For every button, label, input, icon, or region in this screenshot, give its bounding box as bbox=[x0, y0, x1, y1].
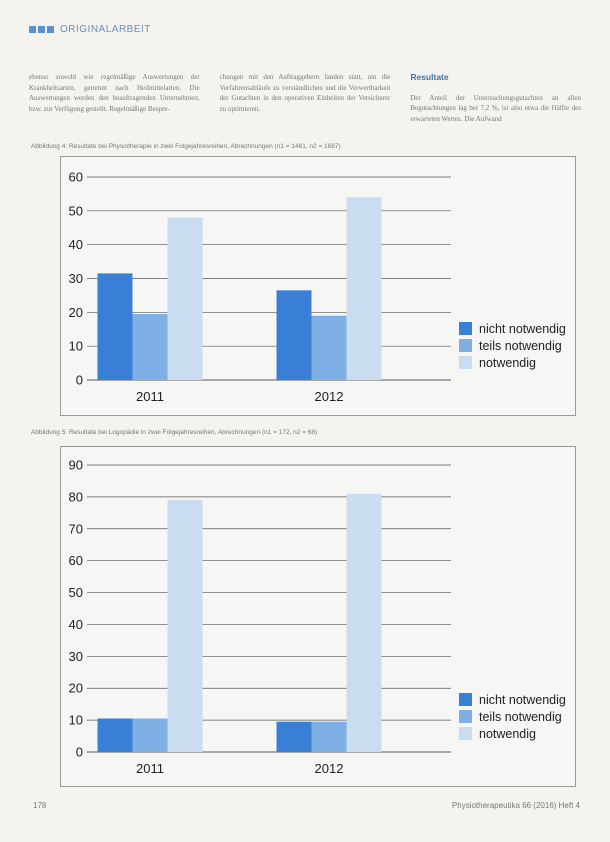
legend: nicht notwendig teils notwendig notwendig bbox=[459, 693, 566, 741]
bar-nicht-notwendig-2011 bbox=[97, 273, 133, 380]
legend-swatch bbox=[459, 727, 472, 740]
figure-5-caption: Abbildung 5: Resultate bei Logopädie in … bbox=[31, 429, 318, 436]
bar-notwendig-2011 bbox=[167, 217, 203, 380]
y-tick-label: 20 bbox=[69, 305, 83, 320]
text-column-3-body: Der Anteil der Untersuchungsgutachten an… bbox=[410, 93, 582, 123]
section-label: ORIGINALARBEIT bbox=[60, 23, 151, 35]
bar-nicht-notwendig-2012 bbox=[276, 290, 312, 380]
gridlines: 0 10 20 30 40 50 60 70 80 90 bbox=[69, 458, 451, 760]
results-heading: Resultate bbox=[410, 72, 449, 82]
y-tick-label: 30 bbox=[69, 271, 83, 286]
x-category-label: 2011 bbox=[136, 389, 164, 404]
figure-5-svg: 0 10 20 30 40 50 60 70 80 90 2011 2012 nicht notwend… bbox=[69, 458, 566, 777]
legend-label: nicht notwendig bbox=[479, 693, 566, 707]
y-tick-label: 10 bbox=[69, 339, 83, 354]
y-tick-label: 0 bbox=[76, 373, 83, 388]
bars: 2011 2012 bbox=[97, 493, 382, 776]
bar-notwendig-2012 bbox=[346, 493, 382, 752]
text-column-1-body: ebenso sowohl wie regelmäßige Auswertung… bbox=[29, 73, 200, 113]
gridlines: 0 10 20 30 40 50 60 bbox=[69, 170, 451, 388]
bar-teils-notwendig-2012 bbox=[311, 315, 347, 380]
y-tick-label: 90 bbox=[69, 458, 83, 473]
x-category-label: 2012 bbox=[315, 761, 344, 776]
bars: 2011 2012 bbox=[97, 197, 382, 404]
bar-notwendig-2012 bbox=[346, 197, 382, 380]
y-tick-label: 40 bbox=[69, 237, 83, 252]
legend-label: teils notwendig bbox=[479, 339, 562, 353]
text-column-1: ebenso sowohl wie regelmäßige Auswertung… bbox=[29, 72, 200, 132]
page-header: ORIGINALARBEIT bbox=[29, 22, 151, 36]
page-number: 178 bbox=[33, 801, 47, 810]
figure-5-chart: 0 10 20 30 40 50 60 70 80 90 2011 2012 nicht notwend… bbox=[60, 446, 576, 787]
figure-4-svg: 0 10 20 30 40 50 60 2011 2012 nicht notwendig teil… bbox=[69, 170, 566, 405]
text-column-3: Resultate Der Anteil der Untersuchungsgu… bbox=[410, 72, 581, 132]
y-tick-label: 60 bbox=[69, 553, 83, 568]
bar-notwendig-2011 bbox=[167, 500, 203, 752]
legend: nicht notwendig teils notwendig notwendig bbox=[459, 322, 566, 370]
text-column-2: chungen mit den Auftraggebern fanden sta… bbox=[220, 72, 391, 132]
y-tick-label: 80 bbox=[69, 489, 83, 504]
legend-swatch bbox=[459, 339, 472, 352]
legend-label: nicht notwendig bbox=[479, 322, 566, 336]
bar-nicht-notwendig-2012 bbox=[276, 721, 312, 752]
y-tick-label: 70 bbox=[69, 521, 83, 536]
y-tick-label: 30 bbox=[69, 649, 83, 664]
legend-swatch bbox=[459, 356, 472, 369]
legend-swatch bbox=[459, 693, 472, 706]
bar-teils-notwendig-2011 bbox=[132, 314, 168, 380]
x-category-label: 2012 bbox=[315, 389, 344, 404]
legend-label: teils notwendig bbox=[479, 710, 562, 724]
y-tick-label: 50 bbox=[69, 203, 83, 218]
legend-swatch bbox=[459, 322, 472, 335]
y-tick-label: 40 bbox=[69, 617, 83, 632]
bar-teils-notwendig-2012 bbox=[311, 721, 347, 752]
journal-citation: Physiotherapeutika 66 (2016) Heft 4 bbox=[451, 801, 580, 810]
legend-swatch bbox=[459, 710, 472, 723]
bar-nicht-notwendig-2011 bbox=[97, 718, 133, 752]
figure-4-chart: 0 10 20 30 40 50 60 2011 2012 nicht notwendig teil… bbox=[60, 156, 576, 416]
y-tick-label: 10 bbox=[69, 713, 83, 728]
legend-label: notwendig bbox=[479, 727, 536, 741]
y-tick-label: 0 bbox=[76, 745, 83, 760]
x-category-label: 2011 bbox=[136, 761, 164, 776]
bar-teils-notwendig-2011 bbox=[132, 718, 168, 752]
y-tick-label: 60 bbox=[69, 170, 83, 185]
figure-4-caption: Abbildung 4: Resultate bei Physiotherapi… bbox=[31, 143, 341, 150]
y-tick-label: 50 bbox=[69, 585, 83, 600]
intro-text-columns: ebenso sowohl wie regelmäßige Auswertung… bbox=[29, 72, 581, 132]
y-tick-label: 20 bbox=[69, 681, 83, 696]
legend-label: notwendig bbox=[479, 356, 536, 370]
text-column-2-body: chungen mit den Auftraggebern fanden sta… bbox=[219, 73, 391, 113]
header-squares-icon bbox=[29, 25, 54, 33]
